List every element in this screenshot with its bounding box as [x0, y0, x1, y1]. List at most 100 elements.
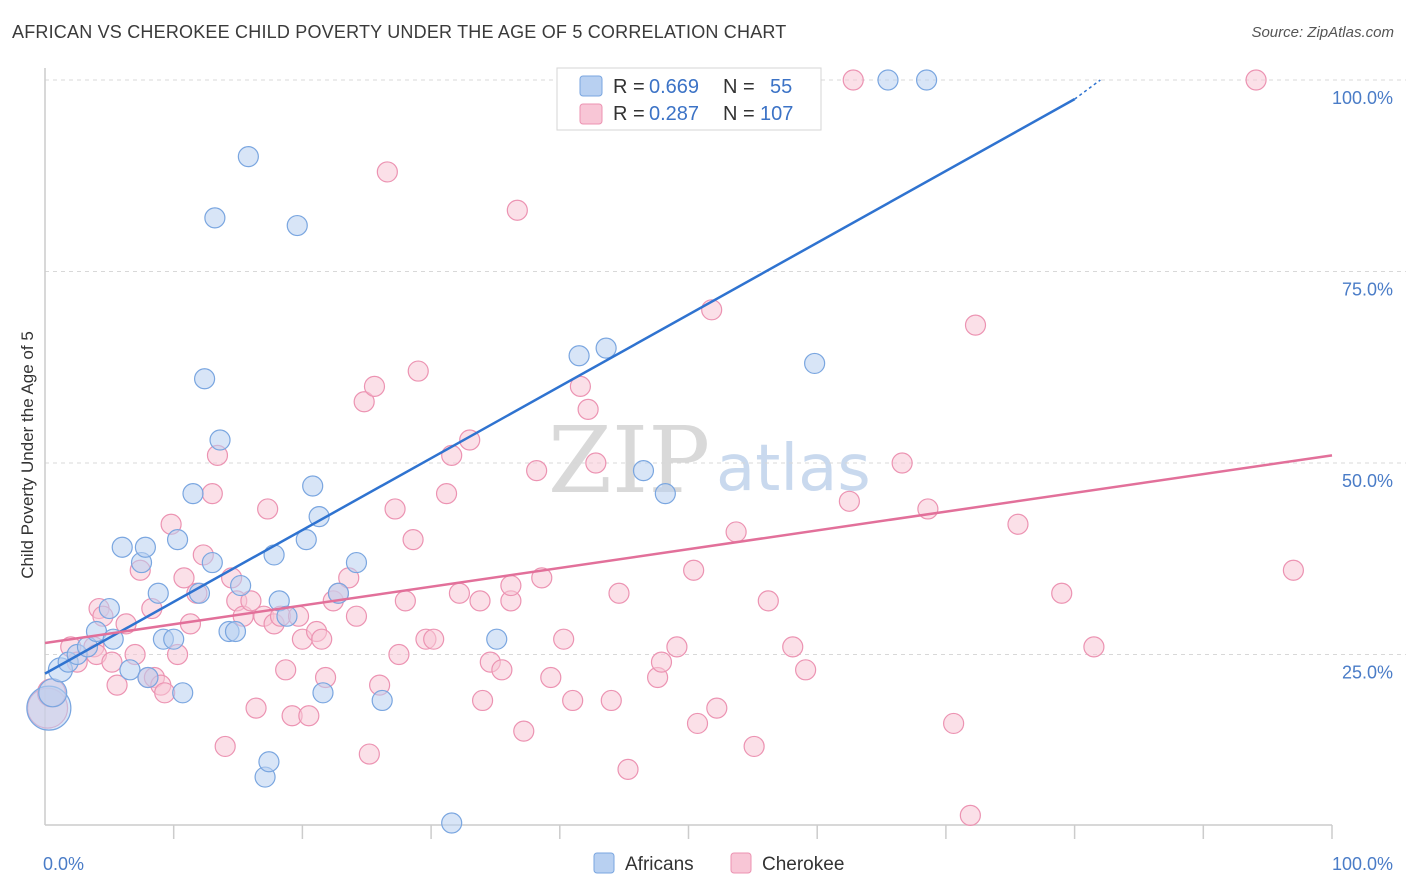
cherokee-point-50 — [363, 375, 386, 397]
legend-n-africans: 55 — [770, 76, 792, 98]
cherokee-point-75 — [562, 689, 584, 712]
legend-swatch-africans — [579, 75, 603, 97]
cherokee-point-102 — [1051, 582, 1073, 604]
cherokee-point-105 — [1282, 559, 1304, 581]
africans-point-10 — [119, 659, 141, 681]
cherokee-point-57 — [407, 360, 429, 382]
legend-r-label-cherokee: R = — [613, 103, 645, 125]
y-axis-label: Child Poverty Under the Age of 5 — [18, 331, 37, 579]
cherokee-point-31 — [245, 697, 267, 719]
cherokee-point-83 — [650, 651, 673, 673]
cherokee-point-55 — [394, 590, 416, 612]
cherokee-point-98 — [943, 712, 965, 735]
cherokee-point-65 — [471, 689, 494, 712]
y-tick-label-75: 75.0% — [1342, 280, 1393, 300]
watermark-zip: ZIP — [548, 407, 710, 514]
africans-point-23 — [204, 207, 226, 229]
africans-point-18 — [172, 682, 194, 704]
x-tick-label-max: 100.0% — [1332, 854, 1393, 874]
cherokee-point-76 — [569, 375, 591, 397]
cherokee-point-103 — [1083, 636, 1105, 658]
trend-lines — [44, 79, 1333, 675]
cherokee-point-61 — [441, 444, 463, 466]
legend-r-label-africans: R = — [613, 76, 645, 98]
africans-point-53 — [877, 69, 899, 91]
cherokee-point-36 — [275, 659, 297, 681]
africans-point-33 — [276, 605, 298, 627]
cherokee-point-67 — [491, 659, 513, 681]
bottom-legend: Africans Cherokee — [593, 852, 844, 875]
africans-point-40 — [345, 551, 368, 574]
africans-point-30 — [258, 751, 280, 773]
cherokee-point-52 — [376, 161, 398, 183]
cherokee-point-73 — [540, 666, 562, 689]
legend: R = 0.669 N = 55 R = 0.287 N = 107 — [556, 67, 822, 131]
cherokee-point-24 — [201, 483, 223, 505]
africans-point-54 — [915, 69, 938, 91]
cherokee-point-70 — [513, 720, 535, 742]
cherokee-point-33 — [257, 498, 279, 520]
cherokee-point-60 — [435, 483, 458, 505]
legend-n-cherokee: 107 — [760, 103, 793, 125]
cherokee-point-20 — [173, 567, 195, 589]
cherokee-point-99 — [959, 804, 981, 826]
y-tick-label-50: 50.0% — [1342, 471, 1393, 491]
africans-point-9 — [111, 536, 133, 558]
cherokee-point-78 — [585, 452, 607, 474]
africans-point-26 — [224, 620, 247, 643]
cherokee-point-77 — [577, 398, 599, 420]
africans-point-16 — [163, 628, 185, 650]
cherokee-point-8 — [101, 651, 123, 673]
africans-point-14 — [147, 582, 169, 604]
africans-point-35 — [295, 528, 317, 551]
cherokee-point-40 — [298, 705, 320, 727]
legend-n-label-cherokee: N = — [723, 103, 755, 125]
cherokee-point-96 — [891, 452, 913, 474]
cherokee-point-95 — [842, 69, 864, 91]
y-tick-labels: 25.0% 50.0% 75.0% 100.0% — [1332, 88, 1393, 683]
africans-point-43 — [486, 628, 508, 650]
cherokee-point-92 — [782, 636, 804, 658]
cherokee-point-84 — [666, 636, 688, 658]
africans-point-41 — [371, 689, 393, 712]
cherokee-point-72 — [531, 567, 553, 589]
africans-trend-extension — [1074, 79, 1101, 100]
africans-point-31 — [263, 544, 285, 566]
cherokee-point-79 — [600, 689, 622, 712]
x-tick-label-min: 0.0% — [43, 854, 84, 874]
bottom-legend-swatch-cherokee — [730, 852, 752, 874]
legend-swatch-cherokee — [579, 103, 603, 125]
cherokee-point-71 — [526, 460, 548, 482]
legend-n-label-africans: N = — [723, 76, 755, 98]
africans-point-19 — [182, 483, 204, 505]
source-note: Source: ZipAtlas.com — [1251, 24, 1394, 41]
africans-point-36 — [302, 475, 324, 497]
cherokee-point-64 — [469, 590, 491, 612]
africans-trend-line — [44, 98, 1076, 675]
africans-point-28 — [237, 146, 259, 168]
cherokee-point-94 — [838, 490, 860, 512]
cherokee-point-81 — [617, 758, 639, 781]
cherokee-point-49 — [358, 743, 380, 765]
africans-point-42 — [441, 812, 463, 834]
africans-point-48 — [595, 337, 617, 359]
africans-point-12 — [134, 536, 156, 558]
cherokee-point-9 — [106, 674, 128, 696]
africans-point-1 — [38, 678, 68, 708]
africans-point-34 — [286, 214, 308, 237]
cherokee-point-86 — [686, 712, 709, 735]
x-ticks — [172, 825, 1333, 839]
africans-point-21 — [193, 368, 216, 390]
cherokee-point-59 — [423, 628, 445, 650]
y-tick-label-25: 25.0% — [1342, 663, 1393, 683]
cherokee-trend-line — [44, 454, 1333, 645]
bottom-legend-africans: Africans — [625, 854, 694, 875]
cherokee-point-91 — [757, 590, 779, 612]
africans-point-52 — [804, 352, 826, 375]
cherokee-point-100 — [964, 314, 987, 336]
cherokee-point-93 — [795, 659, 817, 681]
africans-point-50 — [632, 460, 655, 482]
cherokee-point-90 — [743, 735, 765, 758]
africans-point-13 — [137, 666, 159, 689]
